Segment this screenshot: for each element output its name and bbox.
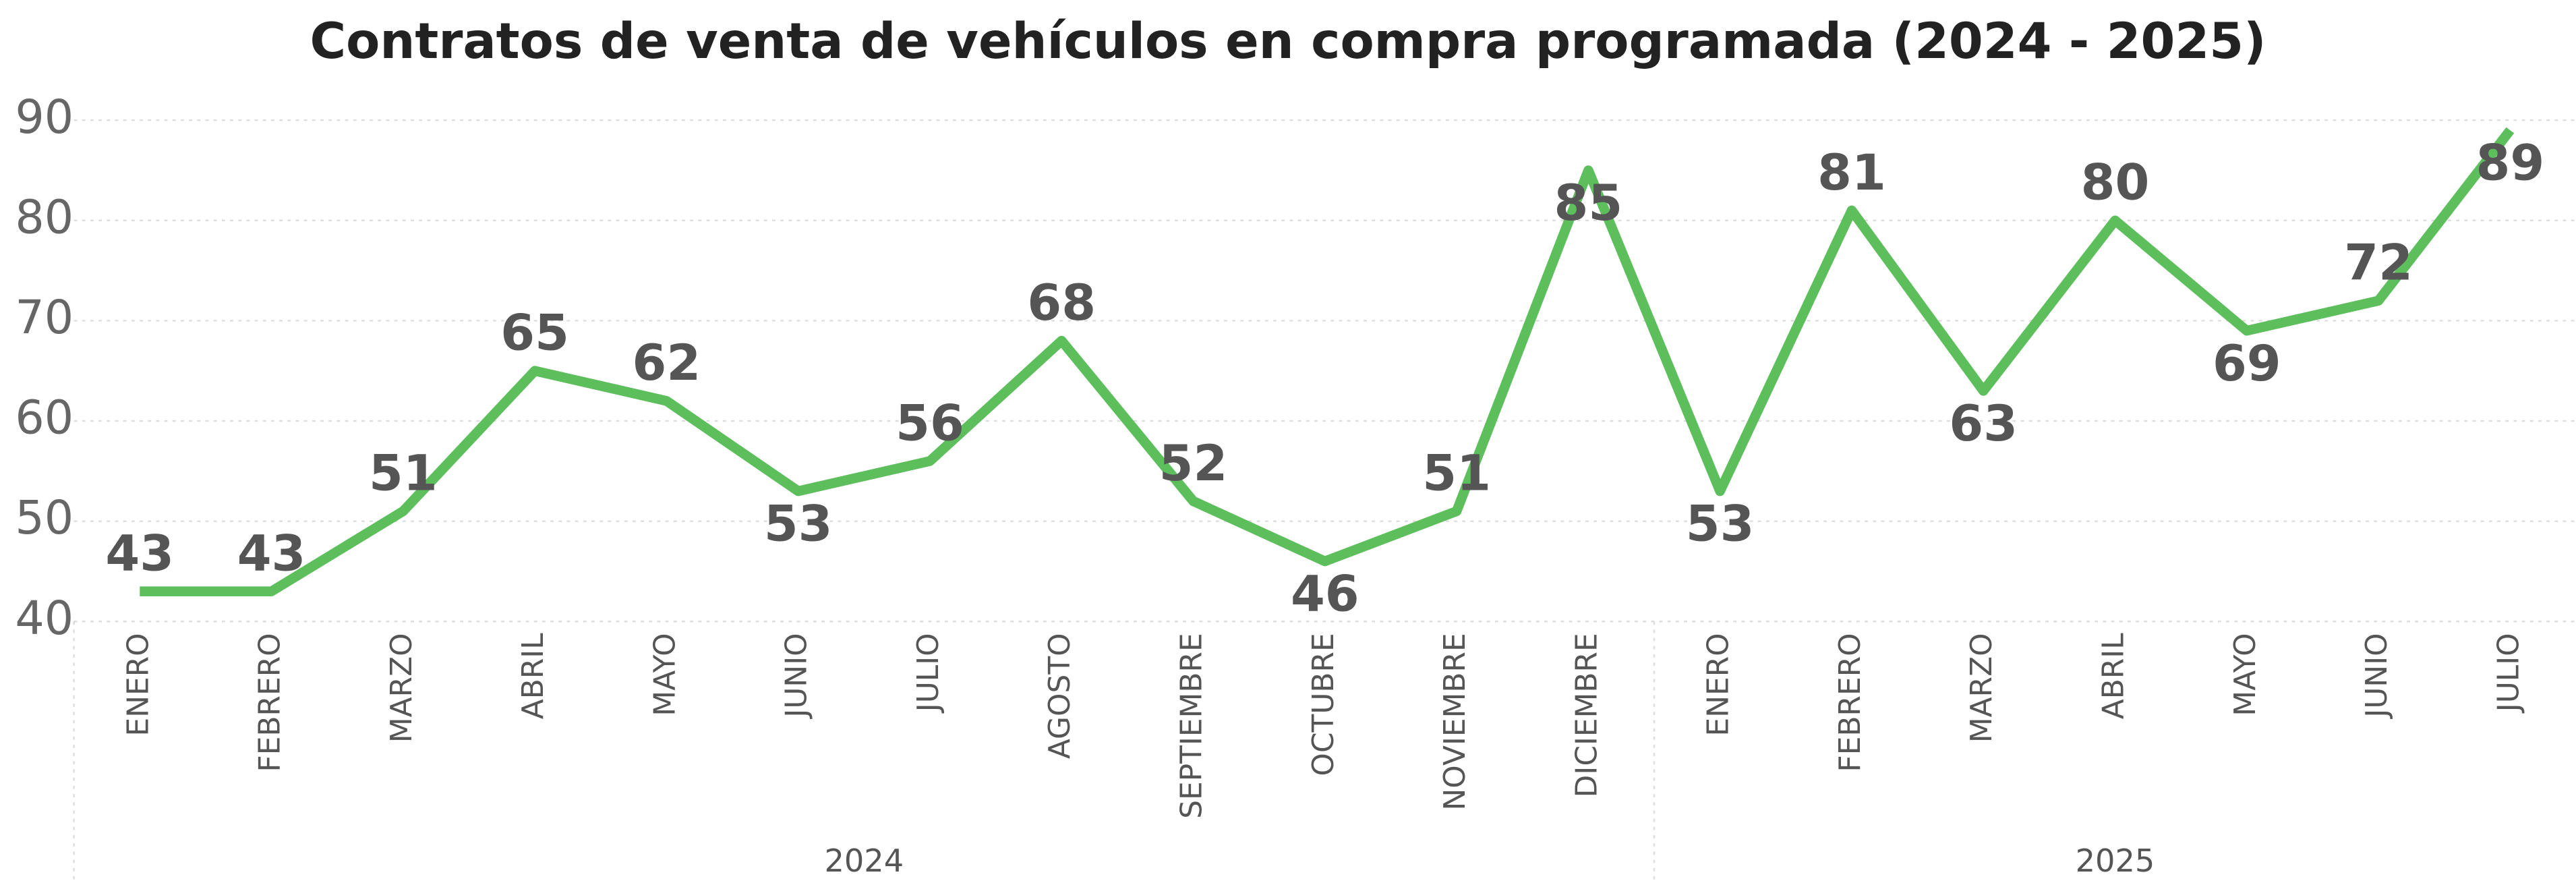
x-tick-label: MARZO <box>1964 633 1999 743</box>
group-label: 2024 <box>824 843 904 879</box>
data-label: 80 <box>2081 154 2150 212</box>
data-label: 68 <box>1027 275 1096 332</box>
data-label: 62 <box>633 335 701 392</box>
x-tick-label: ABRIL <box>516 633 550 719</box>
y-tick-label: 80 <box>15 191 74 244</box>
data-label: 85 <box>1554 175 1623 232</box>
y-tick-label: 40 <box>15 592 74 646</box>
data-label: 72 <box>2344 235 2413 292</box>
data-label: 63 <box>1949 395 2018 453</box>
x-tick-label: NOVIEMBRE <box>1438 633 1472 810</box>
x-tick-label: JULIO <box>911 633 945 714</box>
y-tick-label: 70 <box>15 291 74 345</box>
x-tick-label: MAYO <box>647 633 682 716</box>
x-tick-label: ENERO <box>1701 633 1736 736</box>
data-label: 46 <box>1291 566 1359 623</box>
chart-title: Contratos de venta de vehículos en compr… <box>310 13 2266 70</box>
line-series <box>140 127 2515 596</box>
data-label: 52 <box>1159 435 1228 492</box>
data-label: 51 <box>1422 445 1491 503</box>
y-tick-label: 60 <box>15 392 74 445</box>
x-tick-label: AGOSTO <box>1043 633 1077 759</box>
x-tick-label: ENERO <box>121 633 155 736</box>
data-label: 69 <box>2213 335 2281 393</box>
data-label: 51 <box>369 445 438 503</box>
x-tick-label: JULIO <box>2491 633 2525 714</box>
x-tick-label: FEBRERO <box>253 633 287 772</box>
x-tick-label: SEPTIEMBRE <box>1175 633 1209 818</box>
x-tick-label: DICIEMBRE <box>1569 633 1604 797</box>
x-tick-label: MAYO <box>2228 633 2262 716</box>
y-tick-label: 90 <box>15 91 74 144</box>
data-label: 89 <box>2476 135 2545 192</box>
x-tick-label: FEBRERO <box>1833 633 1867 772</box>
data-label: 43 <box>237 525 306 583</box>
x-tick-label: JUNIO <box>780 633 814 719</box>
data-label: 43 <box>105 525 174 583</box>
group-label: 2025 <box>2076 843 2155 879</box>
y-tick-label: 50 <box>15 492 74 545</box>
x-tick-label: ABRIL <box>2097 633 2131 719</box>
data-label: 81 <box>1817 144 1886 202</box>
x-tick-label: MARZO <box>384 633 419 743</box>
data-label: 53 <box>1686 496 1755 553</box>
x-tick-label: OCTUBRE <box>1306 633 1341 776</box>
data-label: 53 <box>764 496 833 553</box>
data-label: 56 <box>896 395 964 452</box>
data-label: 65 <box>500 305 569 362</box>
x-tick-label: JUNIO <box>2360 633 2394 719</box>
